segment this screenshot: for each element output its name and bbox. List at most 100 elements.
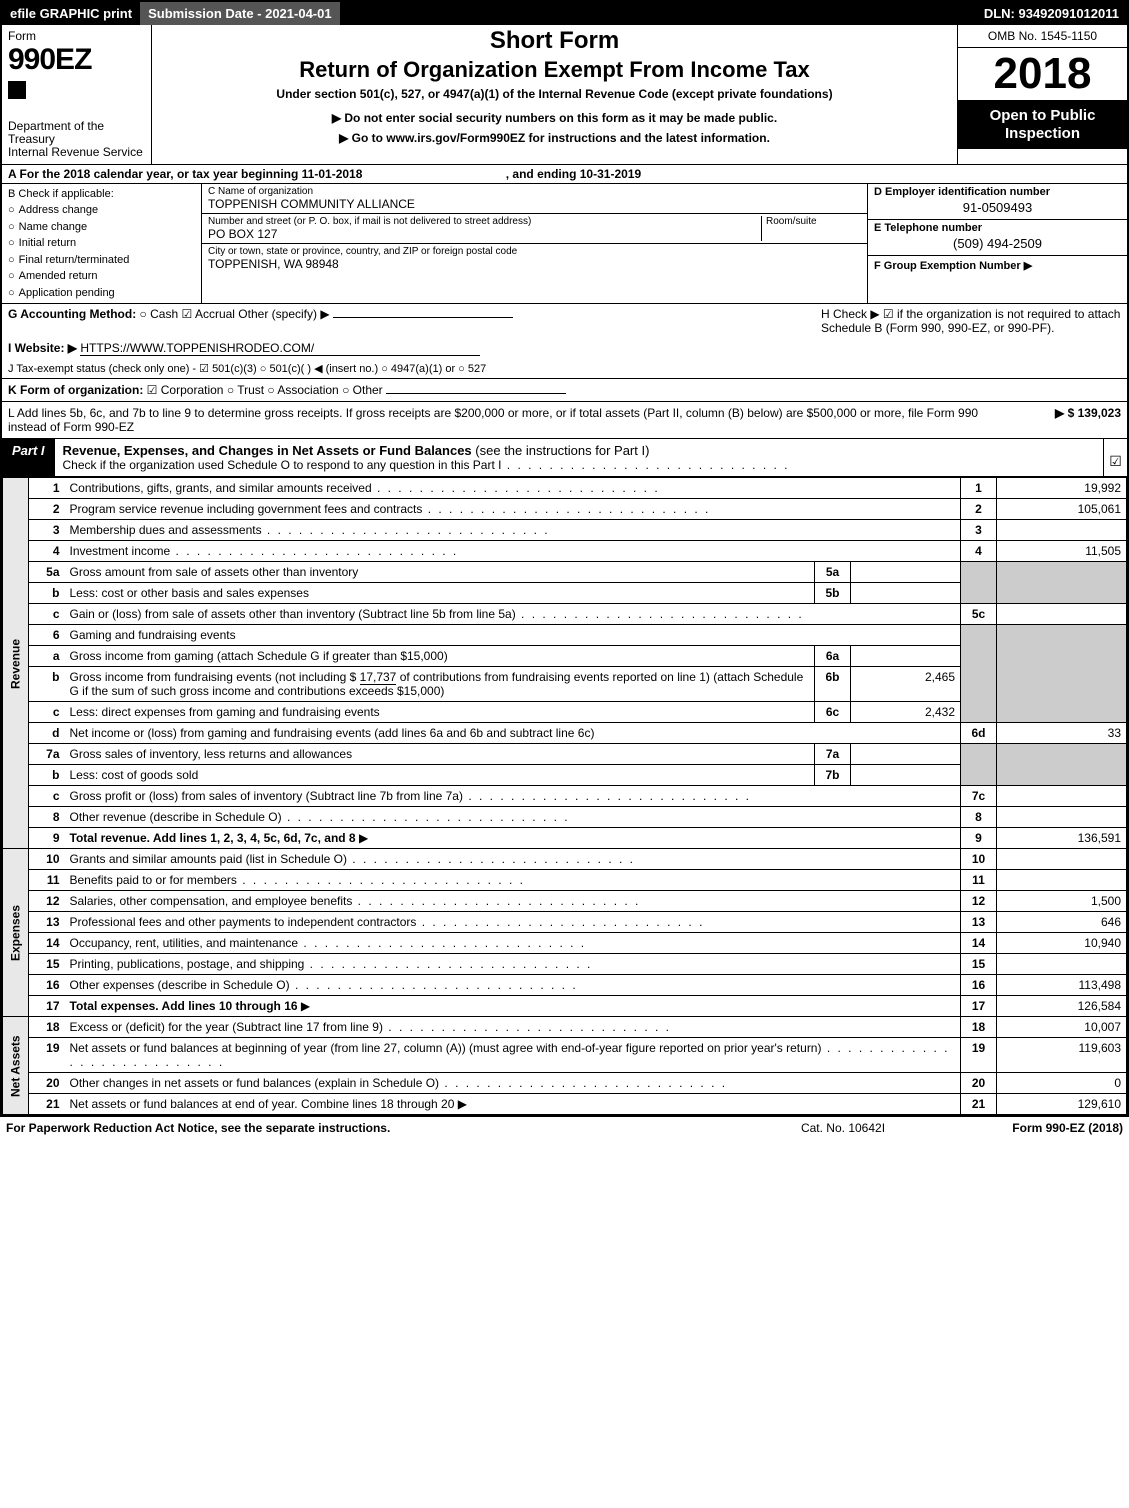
l13-num: 13 <box>29 912 65 933</box>
form-number: 990EZ <box>8 43 145 77</box>
phone-label: E Telephone number <box>874 222 1121 234</box>
l6-desc: Gaming and fundraising events <box>65 625 961 646</box>
l2-amt: 105,061 <box>997 499 1127 520</box>
l15-amt <box>997 954 1127 975</box>
line-a-text: A For the 2018 calendar year, or tax yea… <box>8 167 362 181</box>
l9-col: 9 <box>961 828 997 849</box>
footer-paperwork-notice: For Paperwork Reduction Act Notice, see … <box>6 1121 743 1135</box>
line-7b: b Less: cost of goods sold 7b <box>3 765 1127 786</box>
l5c-desc: Gain or (loss) from sale of assets other… <box>65 604 961 625</box>
org-city-row: City or town, state or province, country… <box>202 244 867 273</box>
l19-amt: 119,603 <box>997 1038 1127 1073</box>
k-other-input[interactable] <box>386 393 566 394</box>
k-assoc-checkbox[interactable]: Association <box>267 383 338 397</box>
l6a-sub: 6a <box>815 646 851 667</box>
i-label: I Website: ▶ <box>8 341 77 355</box>
opt-amended-return[interactable]: Amended return <box>8 268 195 285</box>
l2-num: 2 <box>29 499 65 520</box>
line-12: 12 Salaries, other compensation, and emp… <box>3 891 1127 912</box>
line-15: 15 Printing, publications, postage, and … <box>3 954 1127 975</box>
opt-initial-return[interactable]: Initial return <box>8 235 195 252</box>
row-g-h: G Accounting Method: Cash Accrual Other … <box>2 304 1127 338</box>
part-i-schedule-o-checkbox[interactable]: ☑ <box>1103 439 1127 476</box>
l14-num: 14 <box>29 933 65 954</box>
l7b-num: b <box>29 765 65 786</box>
l7ab-shade-col <box>961 744 997 786</box>
l6b-subv: 2,465 <box>851 667 961 702</box>
l-text: L Add lines 5b, 6c, and 7b to line 9 to … <box>8 406 1001 434</box>
line-1: Revenue 1 Contributions, gifts, grants, … <box>3 478 1127 499</box>
l14-desc: Occupancy, rent, utilities, and maintena… <box>65 933 961 954</box>
ein-value: 91-0509493 <box>874 198 1121 217</box>
l6b-sub: 6b <box>815 667 851 702</box>
l12-num: 12 <box>29 891 65 912</box>
g-accrual-checkbox[interactable]: Accrual <box>182 307 235 321</box>
goto-link[interactable]: ▶ Go to www.irs.gov/Form990EZ for instru… <box>162 131 947 145</box>
l21-amt: 129,610 <box>997 1094 1127 1115</box>
l3-amt <box>997 520 1127 541</box>
l17-num: 17 <box>29 996 65 1017</box>
l7a-subv <box>851 744 961 765</box>
g-other-input[interactable] <box>333 317 513 318</box>
l2-desc: Program service revenue including govern… <box>65 499 961 520</box>
opt-application-pending[interactable]: Application pending <box>8 285 195 302</box>
opt-address-change[interactable]: Address change <box>8 202 195 219</box>
l7b-desc: Less: cost of goods sold <box>65 765 815 786</box>
line-a-ending-date: 10-31-2019 <box>580 167 641 181</box>
l15-desc: Printing, publications, postage, and shi… <box>65 954 961 975</box>
l5c-amt <box>997 604 1127 625</box>
opt-final-return[interactable]: Final return/terminated <box>8 252 195 269</box>
line-2: 2 Program service revenue including gove… <box>3 499 1127 520</box>
line-17: 17 Total expenses. Add lines 10 through … <box>3 996 1127 1017</box>
opt-name-change[interactable]: Name change <box>8 219 195 236</box>
g-cash-checkbox[interactable]: Cash <box>140 307 179 321</box>
col-b-checkboxes: B Check if applicable: Address change Na… <box>2 184 202 304</box>
group-exemption-row: F Group Exemption Number ▶ <box>868 256 1127 274</box>
ssn-notice: ▶ Do not enter social security numbers o… <box>162 111 947 125</box>
l8-desc: Other revenue (describe in Schedule O) <box>65 807 961 828</box>
k-trust-checkbox[interactable]: Trust <box>227 383 264 397</box>
l19-num: 19 <box>29 1038 65 1073</box>
l2-col: 2 <box>961 499 997 520</box>
l5b-desc: Less: cost or other basis and sales expe… <box>65 583 815 604</box>
g-other-label: Other (specify) ▶ <box>238 307 329 321</box>
l7b-sub: 7b <box>815 765 851 786</box>
line-16: 16 Other expenses (describe in Schedule … <box>3 975 1127 996</box>
header-left: Form 990EZ Department of the Treasury In… <box>2 25 152 164</box>
l6a-desc: Gross income from gaming (attach Schedul… <box>65 646 815 667</box>
website-link[interactable]: HTTPS://WWW.TOPPENISHRODEO.COM/ <box>80 341 480 356</box>
l6d-desc: Net income or (loss) from gaming and fun… <box>65 723 961 744</box>
ghij-block: G Accounting Method: Cash Accrual Other … <box>2 304 1127 438</box>
form-title: Return of Organization Exempt From Incom… <box>162 57 947 83</box>
k-other-checkbox[interactable]: Other <box>342 383 383 397</box>
l14-amt: 10,940 <box>997 933 1127 954</box>
department-label: Department of the Treasury <box>8 120 145 146</box>
col-def: D Employer identification number 91-0509… <box>867 184 1127 304</box>
row-i: I Website: ▶ HTTPS://WWW.TOPPENISHRODEO.… <box>2 338 1127 359</box>
phone-value: (509) 494-2509 <box>874 234 1121 253</box>
l6c-desc: Less: direct expenses from gaming and fu… <box>65 702 815 723</box>
l6c-subv: 2,432 <box>851 702 961 723</box>
l5a-subv <box>851 562 961 583</box>
l3-desc: Membership dues and assessments <box>65 520 961 541</box>
org-address-row: Number and street (or P. O. box, if mail… <box>202 214 867 244</box>
org-addr-label: Number and street (or P. O. box, if mail… <box>208 216 761 227</box>
l6d-col: 6d <box>961 723 997 744</box>
l5b-num: b <box>29 583 65 604</box>
line-5c: c Gain or (loss) from sale of assets oth… <box>3 604 1127 625</box>
org-city: TOPPENISH, WA 98948 <box>208 257 861 271</box>
l12-amt: 1,500 <box>997 891 1127 912</box>
row-j: J Tax-exempt status (check only one) - ☑… <box>2 359 1127 378</box>
l6a-num: a <box>29 646 65 667</box>
l19-col: 19 <box>961 1038 997 1073</box>
col-b-header: B Check if applicable: <box>8 186 195 203</box>
l5c-col: 5c <box>961 604 997 625</box>
l9-desc-bold: Total revenue. Add lines 1, 2, 3, 4, 5c,… <box>70 831 356 845</box>
row-k: K Form of organization: Corporation Trus… <box>2 378 1127 401</box>
submission-date: Submission Date - 2021-04-01 <box>140 2 340 25</box>
l5a-desc: Gross amount from sale of assets other t… <box>65 562 815 583</box>
dln-number: DLN: 93492091012011 <box>976 2 1127 25</box>
line-8: 8 Other revenue (describe in Schedule O)… <box>3 807 1127 828</box>
k-corp-checkbox[interactable]: Corporation <box>147 383 224 397</box>
l13-col: 13 <box>961 912 997 933</box>
